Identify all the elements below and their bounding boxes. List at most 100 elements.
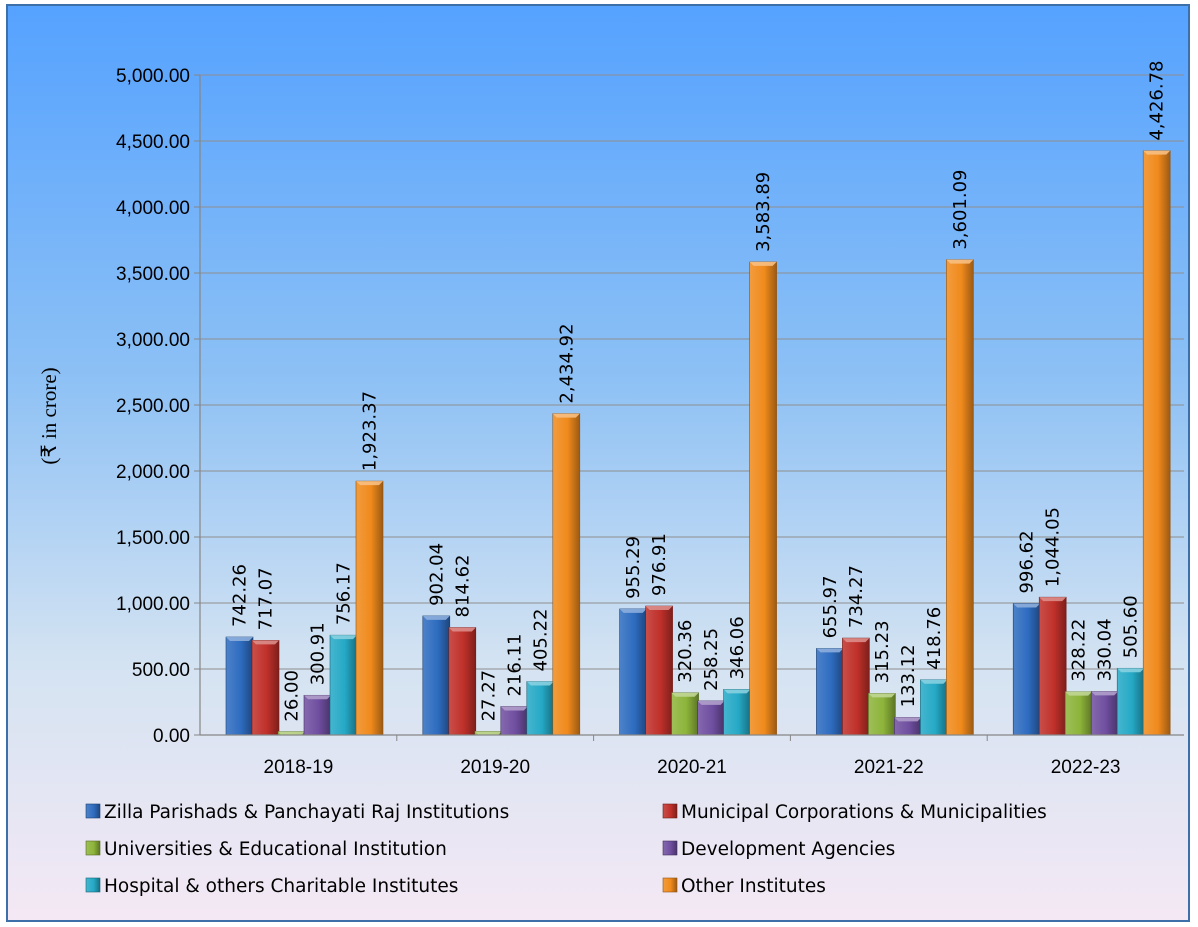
bar — [619, 608, 647, 736]
data-label: 328.22 — [1069, 619, 1090, 682]
data-label: 2,434.92 — [556, 323, 577, 403]
data-label: 1,923.37 — [360, 391, 381, 471]
data-label: 258.25 — [701, 628, 722, 691]
x-tick-label: 2018-19 — [264, 757, 334, 778]
bar — [1038, 596, 1067, 736]
bar-bevel — [1091, 691, 1119, 696]
bar — [1090, 691, 1119, 736]
bar-bevel — [422, 615, 450, 620]
bar-bevel — [697, 700, 725, 705]
data-label: 418.76 — [924, 607, 945, 670]
data-label: 902.04 — [426, 543, 447, 606]
data-label: 976.91 — [649, 533, 670, 596]
bar-bevel — [252, 640, 279, 645]
legend-swatch — [85, 803, 101, 819]
y-tick-label: 500.00 — [132, 660, 190, 681]
y-tick-label: 0.00 — [153, 726, 190, 747]
legend-entry: Development Agencies — [681, 839, 895, 860]
bar-bevel — [304, 695, 331, 700]
bar-bevel — [723, 689, 751, 694]
data-label: 300.91 — [308, 622, 329, 685]
bar — [1012, 603, 1041, 736]
data-label: 330.04 — [1095, 618, 1116, 681]
bar-bevel — [816, 648, 844, 653]
data-label: 346.06 — [727, 616, 748, 679]
data-label: 717.07 — [256, 567, 277, 630]
bar-bevel — [619, 608, 647, 613]
y-tick-label: 4,000.00 — [116, 198, 190, 219]
bar — [671, 692, 699, 736]
x-tick-label: 2021-22 — [854, 757, 924, 778]
y-tick-label: 2,500.00 — [116, 396, 190, 417]
chart-frame: 0.00 500.00 1,000.00 1,500.00 2,000.00 2,500.… — [6, 4, 1190, 922]
bar-bevel — [920, 679, 948, 684]
data-label: 4,426.78 — [1147, 61, 1168, 141]
legend-swatch — [85, 877, 101, 893]
bar-bevel — [645, 606, 673, 611]
bar-bevel — [749, 261, 777, 266]
bar — [303, 694, 332, 736]
bar-bevel — [1065, 691, 1093, 696]
legend-swatch — [662, 877, 678, 893]
legend: Zilla Parishads & Panchayati Raj Institu… — [85, 802, 1047, 897]
bar-bevel — [500, 706, 528, 711]
bar-bevel — [552, 413, 580, 418]
bar — [920, 679, 948, 736]
y-tick-label: 5,000.00 — [116, 66, 190, 87]
data-label: 3,601.09 — [950, 169, 971, 249]
data-label: 1,044.05 — [1043, 507, 1064, 587]
data-label: 315.23 — [872, 620, 893, 683]
bar-bevel — [868, 693, 896, 698]
bar-bevel — [448, 627, 476, 632]
bar — [697, 700, 725, 736]
axes: 0.00 500.00 1,000.00 1,500.00 2,000.00 2,500.… — [116, 66, 1184, 778]
bar-bevel — [356, 481, 383, 486]
data-label: 742.26 — [230, 564, 251, 627]
bar — [355, 480, 384, 736]
data-label: 734.27 — [846, 565, 867, 628]
legend-swatch — [662, 840, 678, 856]
data-label: 216.11 — [504, 633, 525, 696]
bar-chart: 0.00 500.00 1,000.00 1,500.00 2,000.00 2,500.… — [37, 61, 1184, 897]
data-label: 3,583.89 — [753, 172, 774, 252]
data-label: 133.12 — [898, 644, 919, 707]
legend-entry: Other Institutes — [681, 876, 826, 897]
y-tick-label: 1,500.00 — [116, 528, 190, 549]
legend-swatch — [662, 803, 678, 819]
y-axis-label: (₹ in crore) — [37, 367, 61, 464]
bar — [868, 693, 896, 736]
data-label: 996.62 — [1017, 530, 1038, 593]
data-label: 505.60 — [1121, 595, 1142, 658]
bar — [749, 261, 777, 736]
bar — [552, 413, 581, 736]
y-tick-label: 3,000.00 — [116, 330, 190, 351]
bar-bevel — [1117, 668, 1145, 673]
x-tick-label: 2019-20 — [460, 757, 530, 778]
bar — [816, 648, 844, 736]
bar-bevel — [330, 635, 357, 640]
legend-entry: Hospital & others Charitable Institutes — [104, 876, 458, 897]
legend-swatch — [85, 840, 101, 856]
data-label: 756.17 — [334, 562, 355, 625]
y-tick-label: 2,000.00 — [116, 462, 190, 483]
bar-bevel — [1143, 150, 1171, 155]
y-tick-label: 1,000.00 — [116, 594, 190, 615]
bar — [842, 637, 870, 736]
y-tick-label: 3,500.00 — [116, 264, 190, 285]
bar — [329, 634, 358, 736]
data-label: 27.27 — [478, 670, 499, 722]
bar-bevel — [526, 681, 554, 686]
data-label: 655.97 — [820, 575, 841, 638]
legend-entry: Universities & Educational Institution — [104, 839, 447, 860]
x-tick-label: 2022-23 — [1051, 757, 1121, 778]
y-tick-label: 4,500.00 — [116, 132, 190, 153]
bar — [1142, 150, 1171, 736]
bar-bevel — [671, 692, 699, 697]
bar — [1064, 691, 1093, 736]
data-label: 320.36 — [675, 620, 696, 683]
bar-bevel — [946, 259, 974, 264]
bar-bevel — [1013, 603, 1041, 608]
data-label: 814.62 — [452, 554, 473, 617]
bar — [225, 636, 254, 736]
x-tick-label: 2020-21 — [657, 757, 727, 778]
